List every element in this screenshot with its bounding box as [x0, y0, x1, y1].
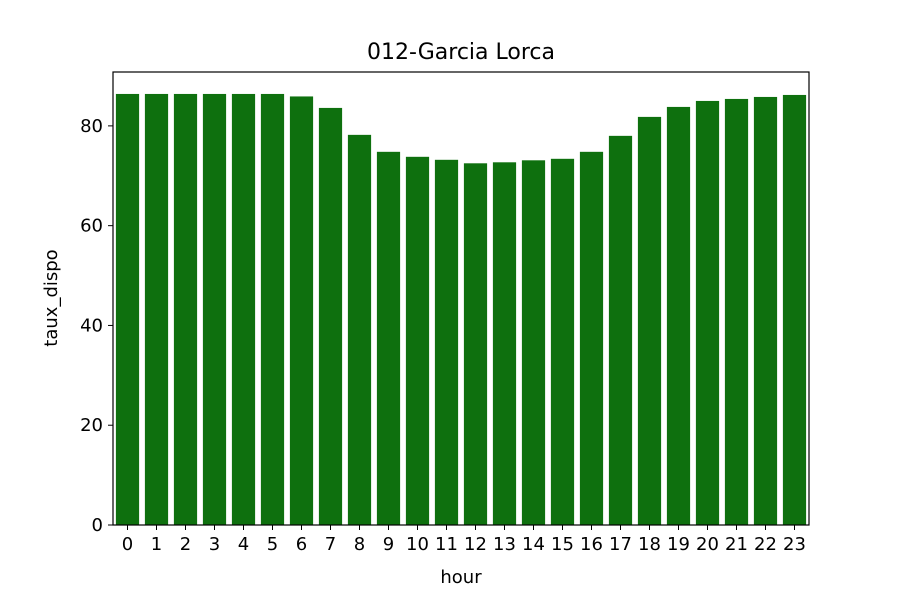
y-tick-label: 40 — [80, 315, 103, 336]
x-tick-label: 10 — [406, 534, 429, 555]
bars-group — [115, 93, 807, 526]
x-tick-label: 20 — [696, 534, 719, 555]
bar-hour-23 — [782, 94, 807, 525]
chart-title: 012-Garcia Lorca — [367, 40, 555, 65]
x-tick-label: 13 — [493, 534, 516, 555]
x-tick-label: 11 — [435, 534, 458, 555]
x-tick-label: 12 — [464, 534, 487, 555]
bar-hour-5 — [260, 93, 285, 525]
bar-hour-2 — [173, 93, 198, 525]
bar-hour-17 — [608, 135, 633, 526]
x-axis: 0 1 2 3 4 5 6 7 8 9 10 11 12 13 14 15 16 17 18 19 20 21 22 23 — [122, 525, 806, 555]
bar-hour-10 — [405, 156, 430, 525]
bar-hour-21 — [724, 98, 749, 526]
x-tick-label: 7 — [325, 534, 336, 555]
bar-hour-0 — [115, 93, 140, 525]
x-tick-label: 23 — [783, 534, 806, 555]
bar-hour-8 — [347, 134, 372, 525]
bar-hour-7 — [318, 107, 343, 525]
x-tick-label: 0 — [122, 534, 133, 555]
bar-hour-9 — [376, 151, 401, 525]
bar-hour-1 — [144, 93, 169, 525]
x-tick-label: 15 — [551, 534, 574, 555]
x-tick-label: 16 — [580, 534, 603, 555]
x-tick-label: 19 — [667, 534, 690, 555]
bar-hour-15 — [550, 158, 575, 526]
bar-hour-11 — [434, 159, 459, 526]
bar-hour-16 — [579, 151, 604, 525]
bar-hour-22 — [753, 96, 778, 525]
x-tick-label: 17 — [609, 534, 632, 555]
y-axis: 0 20 40 60 80 — [80, 116, 113, 536]
x-tick-label: 21 — [725, 534, 748, 555]
bar-hour-3 — [202, 93, 227, 525]
x-tick-label: 2 — [180, 534, 191, 555]
x-tick-label: 1 — [151, 534, 162, 555]
x-tick-label: 14 — [522, 534, 545, 555]
bar-hour-6 — [289, 96, 314, 525]
y-tick-label: 80 — [80, 116, 103, 137]
bar-hour-12 — [463, 163, 488, 525]
x-tick-label: 3 — [209, 534, 220, 555]
x-tick-label: 8 — [354, 534, 365, 555]
bar-hour-18 — [637, 116, 662, 525]
x-tick-label: 6 — [296, 534, 307, 555]
bar-hour-13 — [492, 162, 517, 525]
bar-hour-4 — [231, 93, 256, 525]
bar-hour-19 — [666, 106, 691, 525]
plot-frame — [112, 71, 810, 526]
y-tick-label: 20 — [80, 415, 103, 436]
y-tick-label: 0 — [92, 515, 103, 536]
y-axis-label: taux_dispo — [41, 249, 62, 346]
x-tick-label: 5 — [267, 534, 278, 555]
bar-hour-14 — [521, 160, 546, 526]
x-axis-label: hour — [440, 567, 482, 588]
y-tick-label: 60 — [80, 216, 103, 237]
x-tick-label: 9 — [383, 534, 394, 555]
bar-hour-20 — [695, 100, 720, 525]
x-tick-label: 22 — [754, 534, 777, 555]
x-tick-label: 4 — [238, 534, 249, 555]
x-tick-label: 18 — [638, 534, 661, 555]
